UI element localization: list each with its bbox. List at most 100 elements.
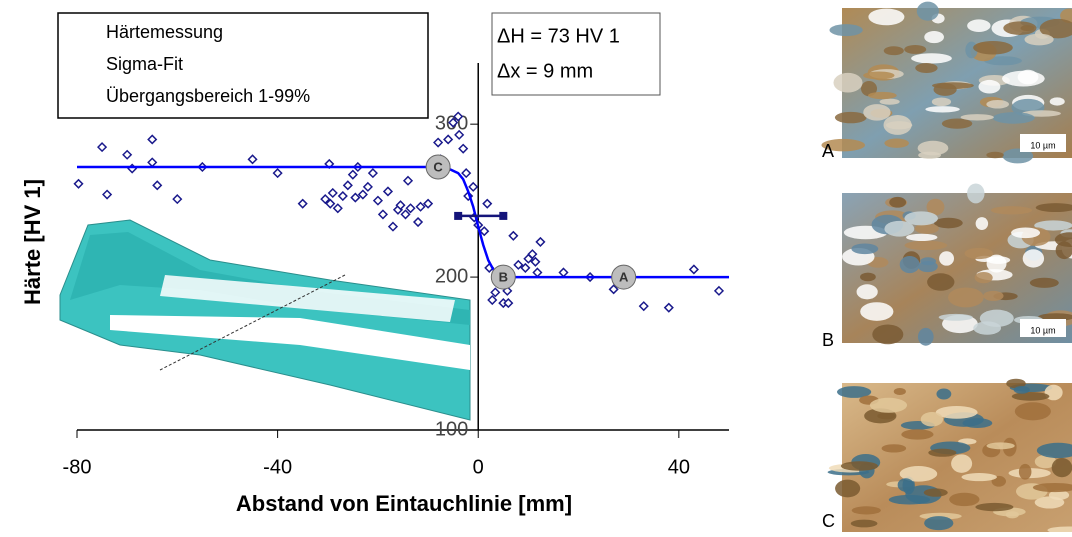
grain (851, 243, 879, 255)
grain (941, 118, 973, 129)
grain (974, 271, 993, 284)
grain (899, 466, 938, 482)
data-point (73, 178, 84, 189)
data-point (97, 142, 108, 153)
grain (920, 412, 944, 427)
grain (1002, 148, 1034, 164)
grain (990, 206, 1033, 215)
grain (869, 397, 908, 413)
micrograph: 10 µm B (822, 183, 1072, 350)
y-tick-label: 100 (435, 418, 468, 440)
grain (931, 97, 952, 107)
x-tick-label: 0 (473, 456, 484, 478)
data-point (508, 230, 519, 241)
data-point (663, 302, 674, 313)
grain (932, 82, 974, 90)
grain (1051, 457, 1072, 478)
annotation: ΔH = 73 HV 1 (497, 25, 620, 47)
data-point (423, 198, 434, 209)
data-point (454, 129, 465, 140)
grain (897, 478, 914, 492)
data-point (372, 195, 383, 206)
data-point (152, 180, 163, 191)
data-point (532, 267, 543, 278)
legend-box (57, 12, 429, 119)
x-tick-label: 40 (668, 456, 690, 478)
grain (1049, 97, 1065, 106)
grain (924, 516, 954, 531)
data-point (608, 284, 619, 295)
grain (911, 53, 952, 64)
grain (979, 309, 1014, 327)
y-axis-label: Härte [HV 1] (20, 179, 45, 305)
data-point (272, 168, 283, 179)
grain (967, 183, 985, 204)
legend-label: Übergangsbereich 1-99% (106, 86, 310, 106)
x-tick-label: -40 (263, 456, 292, 478)
point-label: A (619, 270, 629, 285)
grain (939, 251, 955, 266)
grain (834, 111, 867, 124)
grain (1018, 463, 1032, 480)
data-point (503, 298, 514, 309)
grain (1039, 18, 1072, 39)
data-point (350, 192, 361, 203)
data-point (487, 294, 498, 306)
data-point (453, 111, 464, 122)
grain (938, 313, 973, 321)
point-marker (425, 154, 451, 180)
legend-label: Sigma-Fit (106, 54, 183, 74)
grain (884, 138, 909, 148)
grain (860, 302, 894, 321)
grain (872, 324, 904, 345)
data-point (433, 137, 444, 148)
data-point (479, 226, 490, 237)
data-point (172, 194, 183, 205)
data-point (520, 262, 531, 273)
data-point (347, 169, 358, 180)
grain (850, 519, 878, 528)
grain (884, 220, 915, 237)
micrograph: C (822, 378, 1072, 534)
data-point (122, 149, 133, 160)
grain (835, 479, 861, 498)
point-marker (611, 264, 637, 290)
grain (868, 91, 897, 100)
data-point (147, 134, 158, 145)
grain (833, 72, 863, 93)
grain (893, 387, 906, 395)
grain (949, 492, 980, 507)
grain (851, 506, 881, 515)
grain (964, 247, 994, 260)
point-label: B (499, 270, 508, 285)
grain (914, 223, 939, 234)
grain (901, 429, 934, 440)
grain (986, 99, 1010, 109)
grain (967, 19, 991, 33)
grain (904, 211, 938, 226)
grain (975, 217, 989, 231)
data-point (558, 267, 569, 278)
grain (1003, 21, 1037, 35)
grain (904, 240, 948, 251)
grain (861, 81, 878, 97)
data-point (320, 194, 331, 205)
data-point (247, 154, 258, 165)
x-tick-label: -80 (63, 456, 92, 478)
data-point (147, 157, 158, 168)
grain (917, 327, 934, 346)
grain (916, 1, 939, 21)
grain (1038, 313, 1072, 321)
grain (926, 198, 945, 216)
point-marker (490, 264, 516, 290)
grain (978, 79, 1001, 94)
grain (936, 388, 952, 400)
grain (960, 114, 994, 121)
annotation-box (491, 12, 661, 96)
grain (1011, 227, 1041, 239)
grain (863, 104, 891, 121)
data-point (443, 134, 454, 145)
data-point (461, 168, 472, 179)
grain (962, 418, 993, 428)
